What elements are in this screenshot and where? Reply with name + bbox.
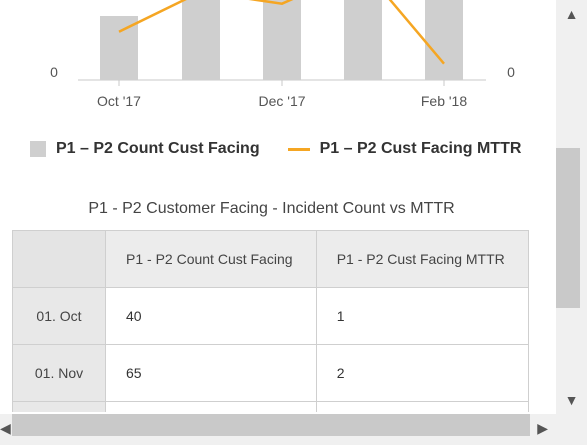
vertical-scrollbar[interactable]: ▲ ▼ xyxy=(556,0,587,412)
scroll-down-icon[interactable]: ▼ xyxy=(564,392,579,408)
table-row: 01. Oct 40 1 xyxy=(12,287,530,345)
bar-1[interactable] xyxy=(182,0,220,80)
x-tick-label: Dec '17 xyxy=(258,93,305,109)
legend-mttr-label: P1 – P2 Cust Facing MTTR xyxy=(319,140,522,157)
line-swatch-icon xyxy=(287,147,310,151)
horizontal-scrollbar[interactable]: ◀ ▶ xyxy=(0,414,556,445)
right-axis-zero-label: 0 xyxy=(507,64,515,80)
cell-mttr: 2 xyxy=(315,344,530,402)
scroll-left-icon[interactable]: ◀ xyxy=(0,420,11,436)
horizontal-scroll-thumb[interactable] xyxy=(12,414,530,436)
data-table: P1 - P2 Count Cust Facing P1 - P2 Cust F… xyxy=(12,230,530,412)
cell-count: 65 xyxy=(105,344,317,402)
row-label-partial xyxy=(12,401,106,412)
table-row: 01. Nov 65 2 xyxy=(12,344,530,402)
bar-4[interactable] xyxy=(425,0,463,80)
chart-legend: P1 – P2 Count Cust Facing P1 – P2 Cust F… xyxy=(30,140,521,158)
table-corner-cell xyxy=(12,230,106,288)
bar-2[interactable] xyxy=(263,0,301,80)
legend-count-label: P1 – P2 Count Cust Facing xyxy=(56,140,260,157)
row-label: 01. Nov xyxy=(12,344,106,402)
vertical-scroll-thumb[interactable] xyxy=(556,148,580,308)
chart-viewport: 0 0 Oct '17 Dec '17 Feb '18 P1 – P2 Count … xyxy=(12,0,530,412)
column-header-mttr: P1 - P2 Cust Facing MTTR xyxy=(315,230,530,288)
table-header-row: P1 - P2 Count Cust Facing P1 - P2 Cust F… xyxy=(12,230,530,288)
x-tick-label: Feb '18 xyxy=(421,93,467,109)
column-header-count: P1 - P2 Count Cust Facing xyxy=(105,230,317,288)
bar-3[interactable] xyxy=(344,0,382,80)
x-tick-label: Oct '17 xyxy=(97,93,141,109)
bar-swatch-icon xyxy=(30,141,46,157)
cell-partial xyxy=(105,401,317,412)
legend-item-count[interactable]: P1 – P2 Count Cust Facing xyxy=(30,140,260,158)
cell-mttr: 1 xyxy=(315,287,530,345)
table-caption: P1 - P2 Customer Facing - Incident Count… xyxy=(88,200,455,217)
cell-partial xyxy=(315,401,530,412)
scrollbar-corner xyxy=(556,412,587,445)
left-axis-zero-label: 0 xyxy=(50,64,58,80)
scroll-right-icon[interactable]: ▶ xyxy=(537,420,548,436)
row-label: 01. Oct xyxy=(12,287,106,345)
cell-count: 40 xyxy=(105,287,317,345)
table-row xyxy=(12,401,530,412)
legend-item-mttr[interactable]: P1 – P2 Cust Facing MTTR xyxy=(260,140,522,158)
scroll-up-icon[interactable]: ▲ xyxy=(564,6,579,22)
mttr-series-line xyxy=(118,0,445,65)
combo-chart: 0 0 Oct '17 Dec '17 Feb '18 xyxy=(50,0,515,109)
